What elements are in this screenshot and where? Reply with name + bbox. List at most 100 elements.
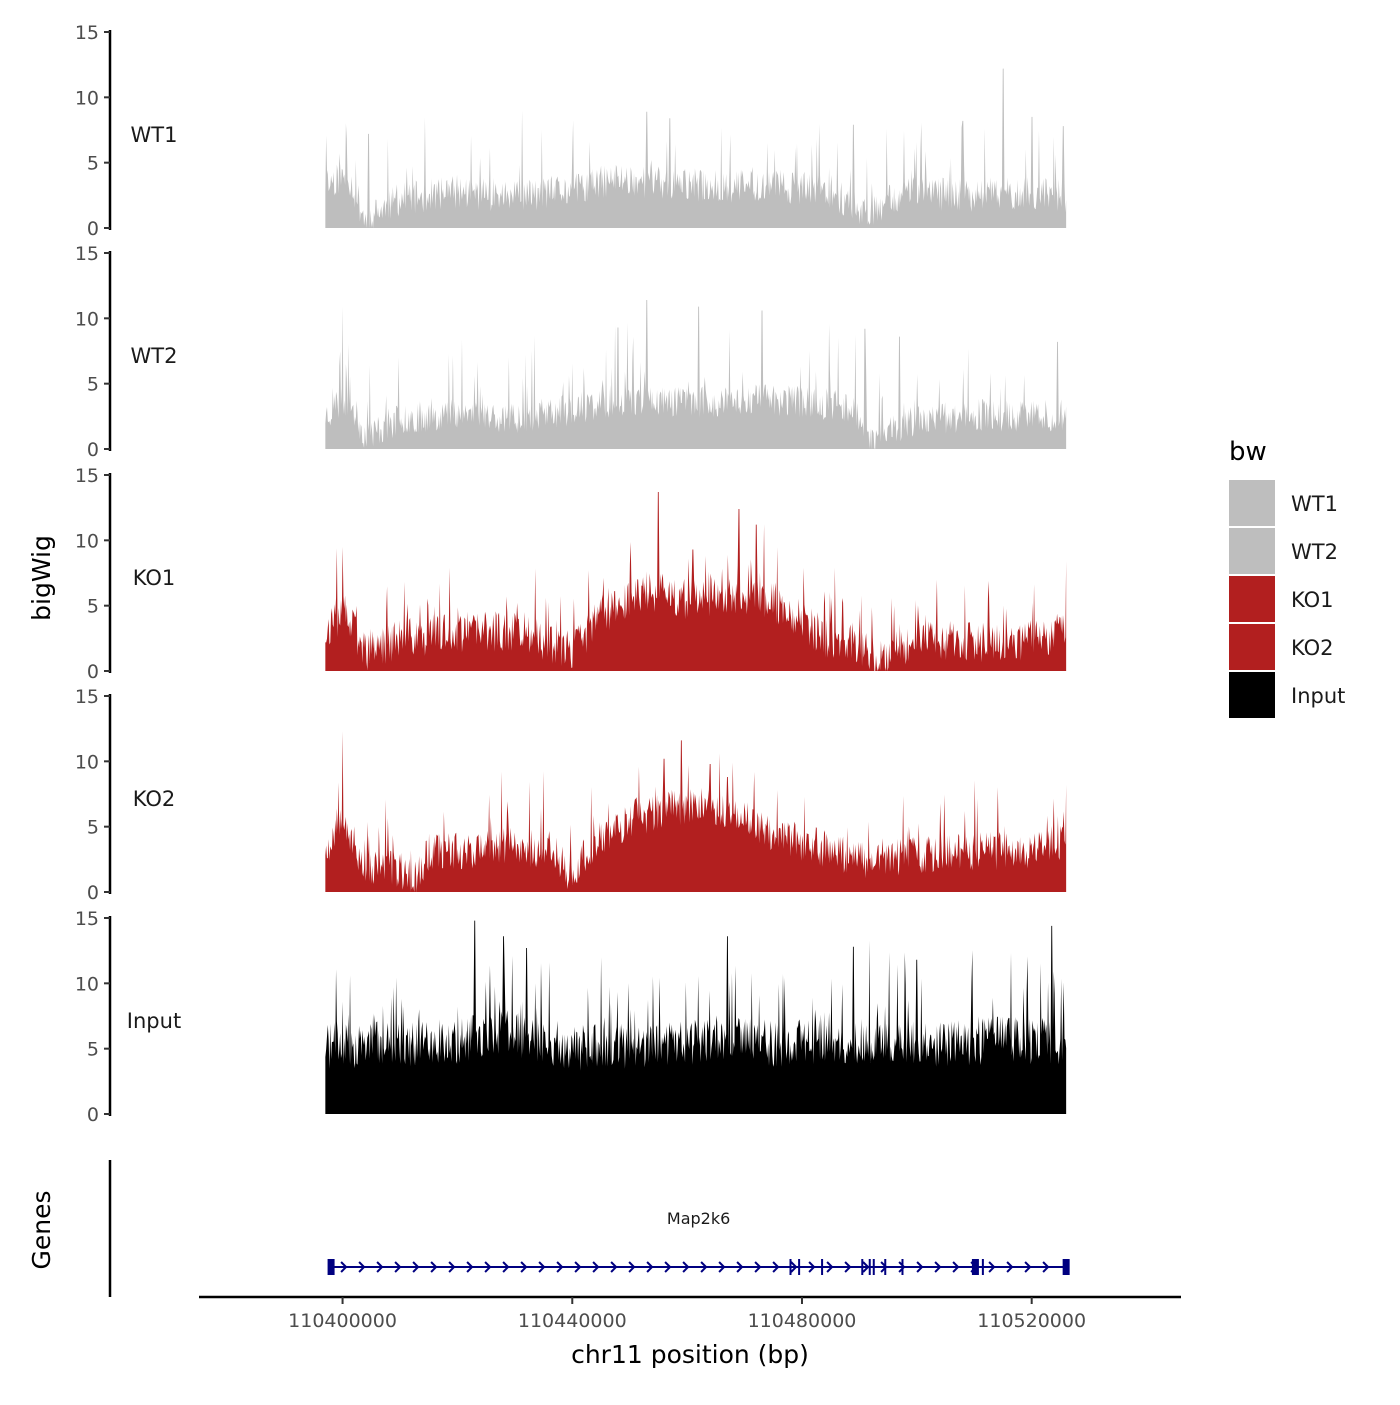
track-label: KO1 [133,566,176,590]
strand-arrow-icon [772,1261,780,1273]
exon-mark [868,1259,871,1275]
track-label: WT2 [131,344,178,368]
legend-key-ko2 [1229,624,1275,670]
legend-label-wt2: WT2 [1291,540,1338,564]
strand-arrow-icon [754,1261,762,1273]
legend-title: bw [1229,437,1267,467]
strand-arrow-icon [934,1261,942,1273]
legend-label-input: Input [1291,684,1345,708]
strand-arrow-icon [952,1261,960,1273]
exon-mark [901,1259,904,1275]
legend-key-ko1 [1229,576,1275,622]
strand-arrow-icon [520,1261,528,1273]
y-tick-label: 10 [75,530,99,552]
signal-area-wt2 [325,300,1067,449]
exon-mark [821,1259,824,1275]
y-tick-label: 0 [87,882,99,904]
y-tick-label: 15 [75,908,99,930]
strand-arrow-icon [1042,1261,1050,1273]
y-tick-label: 10 [75,308,99,330]
strand-arrow-icon [862,1261,870,1273]
y-tick-label: 15 [75,465,99,487]
strand-arrow-icon [592,1261,600,1273]
strand-arrow-icon [448,1261,456,1273]
y-tick-label: 0 [87,218,99,240]
y-tick-label: 10 [75,87,99,109]
strand-arrow-icon [646,1261,654,1273]
strand-arrow-icon [826,1261,834,1273]
signal-area-input [325,920,1067,1114]
strand-arrow-icon [394,1261,402,1273]
exon-mark [981,1259,984,1275]
strand-arrow-icon [790,1261,798,1273]
y-tick-label: 5 [87,817,99,839]
legend-key-wt2 [1229,528,1275,574]
exon-mark [872,1259,875,1275]
y-axis-title: bigWig [27,535,56,621]
x-tick-label: 110440000 [518,1310,627,1332]
y-tick-label: 0 [87,439,99,461]
y-tick-label: 5 [87,153,99,175]
exon-mark [971,1259,979,1275]
track-wt2: 0 5 10 15 WT2 [75,243,1067,461]
x-axis-title: chr11 position (bp) [571,1340,809,1369]
strand-arrow-icon [358,1261,366,1273]
x-tick-label: 110520000 [977,1310,1086,1332]
strand-arrow-icon [412,1261,420,1273]
track-label: Input [127,1009,181,1033]
strand-arrow-icon [916,1261,924,1273]
exon-mark [861,1259,864,1275]
gene-name-label: Map2k6 [667,1209,730,1228]
exon-mark [327,1259,335,1275]
legend: WT1 WT2 KO1 KO2 Input [1229,480,1345,718]
strand-arrow-icon [610,1261,618,1273]
strand-arrow-icon [556,1261,564,1273]
track-input: 0 5 10 15 Input [75,908,1067,1126]
y-tick-label: 0 [87,1104,99,1126]
exon-mark [789,1259,792,1275]
strand-arrow-icon [466,1261,474,1273]
y-tick-label: 15 [75,243,99,265]
strand-arrow-icon [574,1261,582,1273]
track-label: WT1 [131,123,178,147]
strand-arrow-icon [988,1261,996,1273]
y-tick-label: 5 [87,374,99,396]
exon-mark [1062,1259,1070,1275]
strand-arrow-icon [502,1261,510,1273]
y-tick-label: 0 [87,661,99,683]
strand-arrow-icon [844,1261,852,1273]
strand-arrow-icon [682,1261,690,1273]
strand-arrow-icon [376,1261,384,1273]
track-wt1: 0 5 10 15 WT1 [75,22,1067,240]
strand-arrow-icon [808,1261,816,1273]
signal-area-wt1 [325,68,1067,228]
legend-label-ko1: KO1 [1291,588,1334,612]
strand-arrow-icon [736,1261,744,1273]
strand-arrow-icon [628,1261,636,1273]
exon-mark [798,1259,801,1275]
strand-arrow-icon [898,1261,906,1273]
signal-area-ko2 [325,731,1067,892]
y-tick-label: 5 [87,1039,99,1061]
x-tick-label: 110400000 [288,1310,397,1332]
strand-arrow-icon [484,1261,492,1273]
legend-key-wt1 [1229,480,1275,526]
strand-arrow-icon [664,1261,672,1273]
y-tick-label: 5 [87,596,99,618]
strand-arrow-icon [430,1261,438,1273]
genes-layer: Map2k6 [108,1160,1070,1297]
legend-key-input [1229,672,1275,718]
x-tick-label: 110480000 [748,1310,857,1332]
legend-label-wt1: WT1 [1291,492,1338,516]
y-tick-label: 15 [75,686,99,708]
exon-mark [884,1259,887,1275]
track-ko1: 0 5 10 15 KO1 [75,465,1067,683]
legend-label-ko2: KO2 [1291,636,1334,660]
x-axis: 110400000 110440000 110480000 110520000 [199,1295,1181,1332]
tracks-layer: 0 5 10 15 WT1 0 5 10 15 WT2 0 5 10 15 KO1 0 5 10 15 KO2 0 5 10… [75,22,1067,1126]
strand-arrow-icon [1006,1261,1014,1273]
genes-axis-title: Genes [27,1190,56,1269]
strand-arrow-icon [1024,1261,1032,1273]
